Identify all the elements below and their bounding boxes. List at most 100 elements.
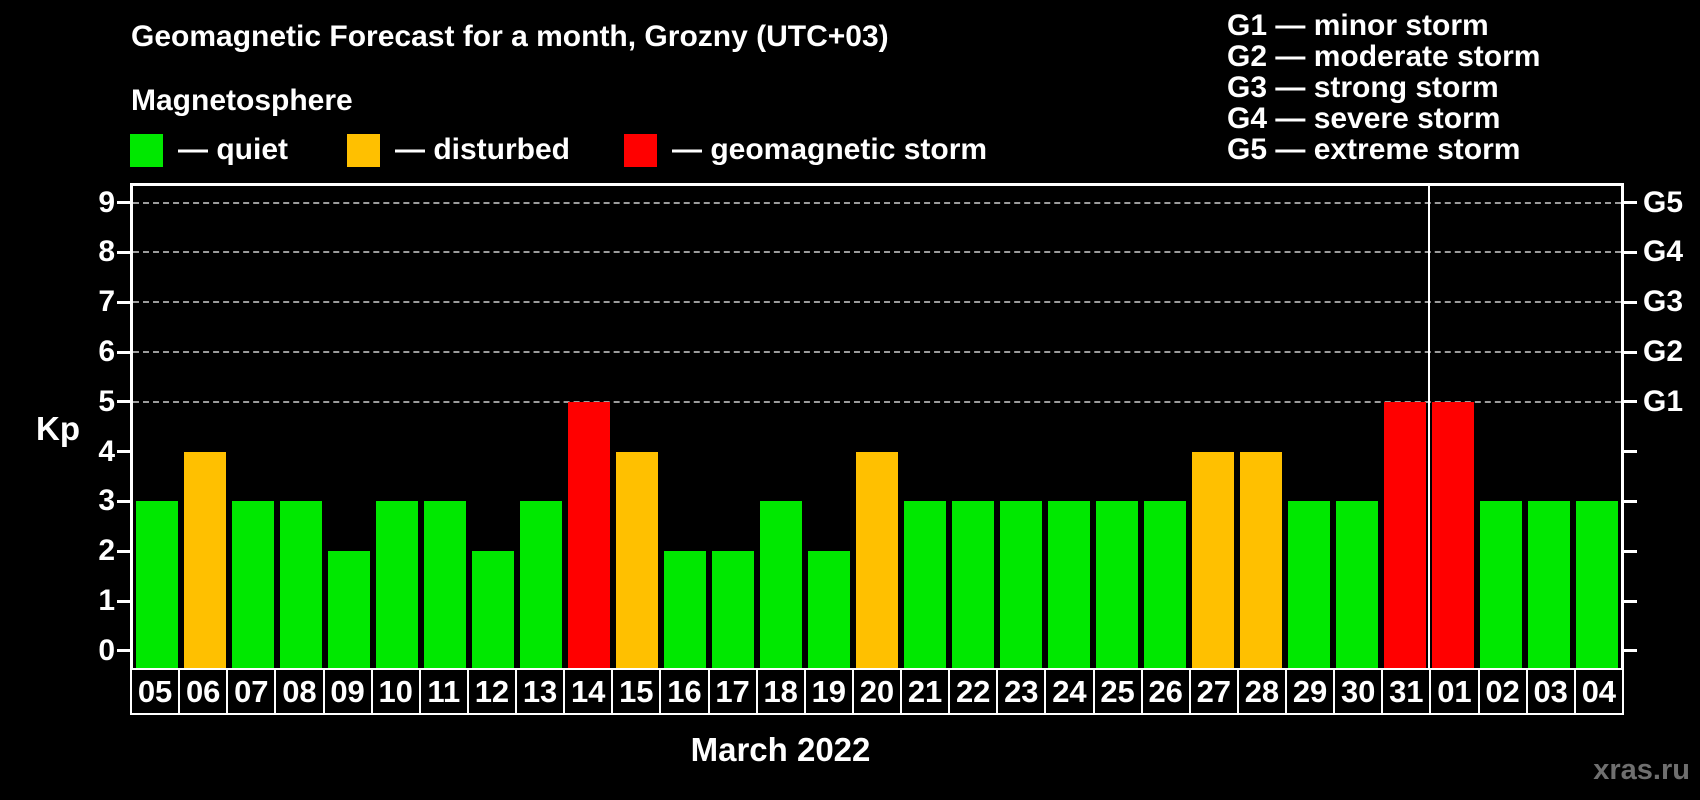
day-label-08: 08 bbox=[274, 668, 325, 715]
y-axis-title: Kp bbox=[36, 410, 80, 447]
bar-day-09 bbox=[328, 551, 370, 668]
bar-day-22 bbox=[952, 501, 994, 668]
right-axis-label-g4: G4 bbox=[1643, 235, 1684, 269]
bar-day-15 bbox=[616, 451, 658, 668]
left-tick-6 bbox=[117, 350, 130, 354]
legend-label-quiet: — quiet bbox=[178, 133, 288, 166]
y-tick-2: 2 bbox=[98, 534, 115, 568]
legend-label-storm: — geomagnetic storm bbox=[672, 133, 988, 166]
left-tick-8 bbox=[117, 250, 130, 254]
right-tick-9 bbox=[1624, 201, 1637, 205]
bar-day-10 bbox=[376, 501, 418, 668]
legend-item-storm: — geomagnetic storm bbox=[624, 133, 987, 167]
storm-scale-legend: G1 — minor storm G2 — moderate storm G3 … bbox=[1227, 10, 1540, 165]
bar-day-12 bbox=[472, 551, 514, 668]
day-label-21: 21 bbox=[900, 668, 951, 715]
day-label-11: 11 bbox=[418, 668, 469, 715]
right-tick-8 bbox=[1624, 250, 1637, 254]
y-tick-9: 9 bbox=[98, 185, 115, 219]
day-label-24: 24 bbox=[1044, 668, 1095, 715]
left-tick-5 bbox=[117, 400, 130, 404]
day-label-14: 14 bbox=[563, 668, 614, 715]
day-label-25: 25 bbox=[1092, 668, 1143, 715]
left-tick-7 bbox=[117, 300, 130, 304]
y-tick-7: 7 bbox=[98, 285, 115, 319]
x-axis-title: March 2022 bbox=[690, 731, 871, 768]
y-tick-0: 0 bbox=[98, 633, 115, 667]
storm-scale-g5: G5 — extreme storm bbox=[1227, 133, 1521, 166]
gridline-kp7 bbox=[133, 301, 1621, 304]
day-label-29: 29 bbox=[1285, 668, 1336, 715]
bar-day-03 bbox=[1528, 501, 1570, 668]
bar-day-01 bbox=[1432, 401, 1474, 668]
day-label-27: 27 bbox=[1188, 668, 1239, 715]
day-label-03: 03 bbox=[1525, 668, 1576, 715]
storm-scale-g2: G2 — moderate storm bbox=[1227, 40, 1541, 73]
chart-subtitle: Magnetosphere bbox=[131, 84, 353, 117]
bar-day-23 bbox=[1000, 501, 1042, 668]
right-tick-6 bbox=[1624, 350, 1637, 354]
day-label-06: 06 bbox=[178, 668, 229, 715]
right-tick-7 bbox=[1624, 300, 1637, 304]
day-label-19: 19 bbox=[803, 668, 854, 715]
plot-inner bbox=[133, 186, 1621, 668]
day-label-12: 12 bbox=[466, 668, 517, 715]
gridline-kp5 bbox=[133, 400, 1621, 403]
month-separator-line bbox=[1428, 186, 1430, 668]
day-label-16: 16 bbox=[659, 668, 710, 715]
gridline-kp8 bbox=[133, 251, 1621, 254]
bar-day-17 bbox=[712, 551, 754, 668]
bar-day-05 bbox=[136, 501, 178, 668]
day-label-28: 28 bbox=[1236, 668, 1287, 715]
right-tick-4 bbox=[1624, 450, 1637, 454]
chart-title: Geomagnetic Forecast for a month, Grozny… bbox=[131, 20, 889, 53]
bar-day-21 bbox=[904, 501, 946, 668]
day-label-01: 01 bbox=[1429, 668, 1480, 715]
bar-day-30 bbox=[1336, 501, 1378, 668]
bar-day-14 bbox=[568, 401, 610, 668]
bar-day-25 bbox=[1096, 501, 1138, 668]
day-label-04: 04 bbox=[1573, 668, 1624, 715]
storm-scale-g3: G3 — strong storm bbox=[1227, 71, 1499, 104]
day-label-15: 15 bbox=[611, 668, 662, 715]
bar-day-18 bbox=[760, 501, 802, 668]
left-tick-2 bbox=[117, 549, 130, 553]
day-label-18: 18 bbox=[755, 668, 806, 715]
day-label-23: 23 bbox=[996, 668, 1047, 715]
bar-day-07 bbox=[232, 501, 274, 668]
bar-day-24 bbox=[1048, 501, 1090, 668]
right-axis-label-g1: G1 bbox=[1643, 384, 1684, 418]
y-tick-8: 8 bbox=[98, 235, 115, 269]
bar-day-04 bbox=[1576, 501, 1618, 668]
day-label-26: 26 bbox=[1140, 668, 1191, 715]
quiet-color-swatch bbox=[130, 133, 163, 167]
left-tick-3 bbox=[117, 499, 130, 503]
day-label-13: 13 bbox=[515, 668, 566, 715]
storm-scale-g4: G4 — severe storm bbox=[1227, 102, 1501, 135]
right-tick-1 bbox=[1624, 599, 1637, 603]
bar-day-26 bbox=[1144, 501, 1186, 668]
storm-scale-g1: G1 — minor storm bbox=[1227, 9, 1489, 42]
legend-label-disturbed: — disturbed bbox=[395, 133, 571, 166]
y-tick-6: 6 bbox=[98, 335, 115, 368]
day-label-31: 31 bbox=[1381, 668, 1432, 715]
right-tick-2 bbox=[1624, 549, 1637, 553]
watermark: xras.ru bbox=[1593, 754, 1690, 786]
bar-day-19 bbox=[808, 551, 850, 668]
gridline-kp6 bbox=[133, 351, 1621, 353]
day-label-22: 22 bbox=[948, 668, 999, 715]
right-tick-0 bbox=[1624, 649, 1637, 653]
disturbed-color-swatch bbox=[347, 133, 380, 167]
day-label-30: 30 bbox=[1333, 668, 1384, 715]
legend-item-disturbed: — disturbed bbox=[347, 133, 570, 167]
day-label-07: 07 bbox=[226, 668, 277, 715]
day-label-02: 02 bbox=[1477, 668, 1528, 715]
left-tick-9 bbox=[117, 201, 130, 205]
right-axis-label-g3: G3 bbox=[1643, 285, 1684, 319]
left-tick-1 bbox=[117, 599, 130, 603]
gridline-kp9 bbox=[133, 201, 1621, 204]
left-tick-4 bbox=[117, 450, 130, 454]
day-label-05: 05 bbox=[130, 668, 181, 715]
right-axis-label-g5: G5 bbox=[1643, 185, 1684, 219]
